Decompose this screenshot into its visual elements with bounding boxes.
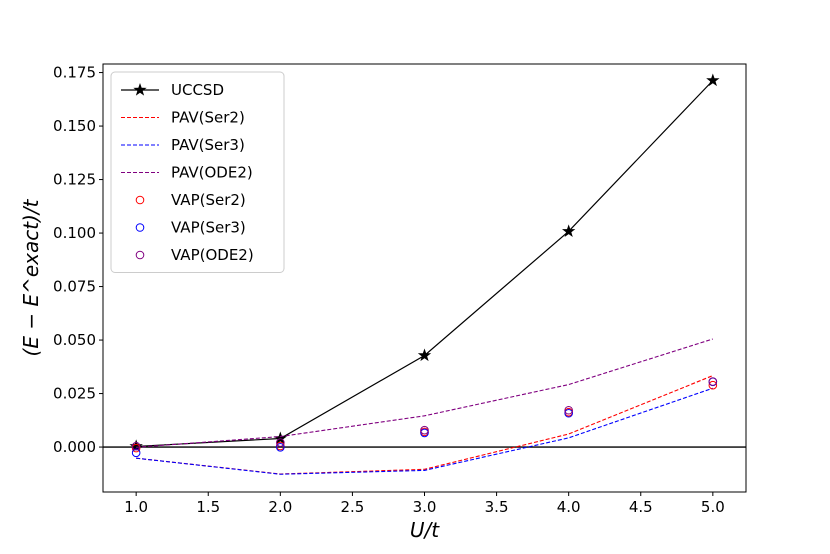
y-tick-label-2: 0.050 xyxy=(53,331,96,349)
legend-label-pav-ser3: PAV(Ser3) xyxy=(171,136,245,154)
point-vap-ode2-4 xyxy=(708,377,718,386)
legend-label-vap-ser3: VAP(Ser3) xyxy=(171,219,246,237)
point-vap-ser3-0 xyxy=(131,448,141,458)
legend-marker-uccsd xyxy=(133,83,147,96)
y-tick-label-1: 0.025 xyxy=(53,385,96,403)
x-tick-label-8: 5.0 xyxy=(701,498,725,516)
point-uccsd-0 xyxy=(129,439,143,453)
point-uccsd-4 xyxy=(706,73,720,87)
legend-box xyxy=(110,71,285,273)
series-line-pav-ser3 xyxy=(136,387,714,475)
y-tick-label-0: 0.000 xyxy=(53,438,96,456)
series-line-pav-ode2 xyxy=(136,338,714,448)
point-uccsd-3 xyxy=(562,224,576,238)
x-tick-label-7: 4.5 xyxy=(629,498,653,516)
point-vap-ser2-4 xyxy=(708,380,718,390)
legend-label-vap-ser2: VAP(Ser2) xyxy=(171,191,246,209)
point-vap-ode2-1 xyxy=(276,438,285,447)
x-tick-label-3: 2.5 xyxy=(340,498,364,516)
legend-label-uccsd: UCCSD xyxy=(171,81,224,99)
y-tick-label-5: 0.125 xyxy=(53,171,96,189)
x-tick-label-6: 4.0 xyxy=(557,498,581,516)
legend-marker-vap-ser2 xyxy=(135,195,145,205)
x-tick-label-1: 1.5 xyxy=(196,498,220,516)
point-uccsd-2 xyxy=(417,348,432,362)
point-vap-ser3-1 xyxy=(276,442,285,452)
x-tick-label-5: 3.5 xyxy=(485,498,509,516)
plot-area xyxy=(103,73,746,475)
point-vap-ode2-0 xyxy=(131,441,141,451)
point-uccsd-1 xyxy=(273,431,287,445)
legend-marker-vap-ser3 xyxy=(135,223,145,232)
legend-label-pav-ser2: PAV(Ser2) xyxy=(171,109,245,127)
y-tick-label-4: 0.100 xyxy=(53,224,96,242)
point-vap-ser3-3 xyxy=(564,408,573,418)
legend-marker-vap-ode2 xyxy=(135,250,145,260)
x-axis-label: U/t xyxy=(410,518,440,542)
point-vap-ser3-2 xyxy=(420,428,429,438)
y-tick-label-6: 0.150 xyxy=(53,117,96,135)
y-tick-label-3: 0.075 xyxy=(53,278,96,296)
y-axis-label: (E − E^exact)/t xyxy=(19,198,43,356)
x-tick-label-4: 3.0 xyxy=(413,498,437,516)
legend-label-pav-ode2: PAV(ODE2) xyxy=(171,164,253,182)
point-vap-ode2-2 xyxy=(420,425,429,435)
legend-label-vap-ode2: VAP(ODE2) xyxy=(171,246,254,264)
point-vap-ode2-3 xyxy=(564,405,573,415)
y-tick-label-7: 0.175 xyxy=(53,64,96,82)
x-tick-label-2: 2.0 xyxy=(268,498,292,516)
x-tick-label-0: 1.0 xyxy=(124,498,148,516)
series-line-pav-ser2 xyxy=(136,375,714,475)
